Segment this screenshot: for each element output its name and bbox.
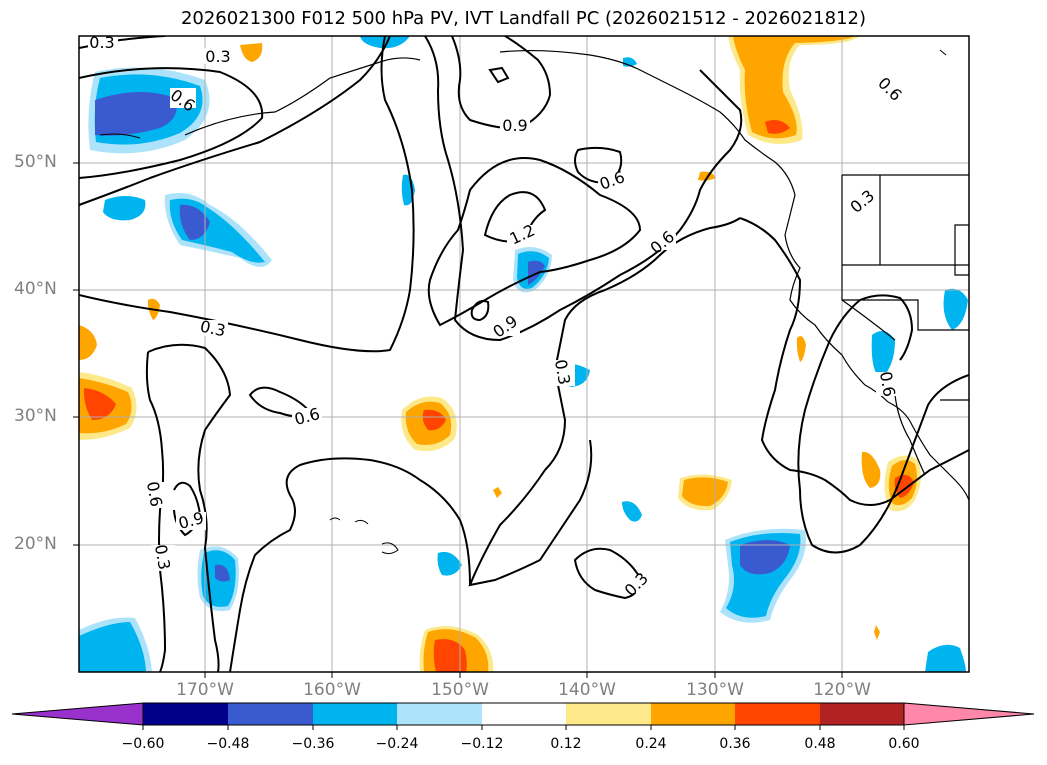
colorbar-segment <box>313 703 397 725</box>
lon-label: 130°W <box>686 680 744 700</box>
positive-anomaly-patch <box>682 477 728 507</box>
colorbar-segment <box>735 703 820 725</box>
lon-label: 160°W <box>303 680 361 700</box>
negative-anomaly-patch <box>925 644 966 672</box>
negative-anomaly-patch <box>437 551 462 576</box>
colorbar-over-arrow <box>903 702 1035 726</box>
lat-label: 20°N <box>14 534 57 554</box>
contour-label: 0.6 <box>143 480 166 508</box>
pv-contours <box>79 36 969 672</box>
contour-label: 0.3 <box>551 358 574 386</box>
colorbar-segment <box>820 703 904 725</box>
colorbar-tick-label: −0.24 <box>375 736 419 752</box>
lon-label: 150°W <box>431 680 489 700</box>
colorbar-segment <box>482 703 566 725</box>
colorbar-segment <box>566 703 651 725</box>
axis-ticks <box>73 162 843 678</box>
negative-anomaly-patch <box>740 540 790 575</box>
positive-anomaly-patch <box>765 120 790 134</box>
lon-label: 140°W <box>558 680 616 700</box>
colorbar-tick-label: 0.60 <box>888 736 920 752</box>
lat-label: 30°N <box>14 406 57 426</box>
lon-label: 120°W <box>813 680 871 700</box>
colorbar-tick-label: −0.60 <box>121 736 165 752</box>
map-gridlines <box>79 36 969 672</box>
colorbar-under-arrow <box>11 702 144 726</box>
colorbar-segment <box>397 703 482 725</box>
colorbar-tick-label: −0.48 <box>206 736 250 752</box>
negative-anomaly-patch <box>943 288 968 330</box>
positive-anomaly-patch <box>422 409 446 431</box>
contour-label: 0.9 <box>502 116 527 135</box>
negative-anomaly-patch <box>215 564 230 582</box>
map-area: 0.3 0.3 0.6 0.9 0.6 1.2 0.6 0.3 0.6 0.3 … <box>79 33 969 672</box>
colorbar-tick-label: 0.36 <box>719 736 751 752</box>
negative-anomaly-patch <box>360 36 410 49</box>
positive-anomaly-patch <box>79 325 97 360</box>
negative-anomaly-patch <box>179 204 210 240</box>
contour-label: 0.6 <box>876 370 899 398</box>
coastlines <box>184 49 969 501</box>
lon-label: 170°W <box>176 680 234 700</box>
map-frame <box>78 35 970 673</box>
colorbar-segment <box>651 703 735 725</box>
colorbar <box>11 702 1035 730</box>
colorbar-tick-label: −0.36 <box>291 736 335 752</box>
contour-label: 0.3 <box>151 543 174 571</box>
colorbar-tick-label: 0.48 <box>804 736 836 752</box>
figure-title: 2026021300 F012 500 hPa PV, IVT Landfall… <box>180 8 867 29</box>
positive-anomaly-patch <box>796 336 806 362</box>
positive-anomaly-patch <box>493 487 502 498</box>
positive-anomaly-patch <box>433 639 467 672</box>
positive-anomaly-patch <box>861 451 881 488</box>
lat-label: 40°N <box>14 279 57 299</box>
colorbar-segment <box>228 703 313 725</box>
positive-anomaly-patch <box>83 388 116 420</box>
negative-anomaly-patch <box>871 331 895 378</box>
negative-anomaly-patch <box>103 196 146 221</box>
positive-anomaly-patch <box>733 36 855 139</box>
colorbar-segment <box>143 703 228 725</box>
positive-anomaly-patch <box>240 43 263 62</box>
lat-label: 50°N <box>14 152 57 172</box>
positive-anomaly-patch <box>874 625 880 640</box>
contour-label: 0.3 <box>205 47 230 66</box>
negative-anomaly-patch <box>79 622 146 672</box>
contour-label: 0.3 <box>89 33 114 52</box>
contour-label: 0.3 <box>198 317 227 341</box>
negative-anomaly-patch <box>622 501 642 522</box>
colorbar-tick-label: 0.12 <box>550 736 582 752</box>
colorbar-tick-label: 0.24 <box>635 736 667 752</box>
colorbar-tick-label: −0.12 <box>460 736 504 752</box>
negative-anomaly-patch <box>95 91 177 136</box>
